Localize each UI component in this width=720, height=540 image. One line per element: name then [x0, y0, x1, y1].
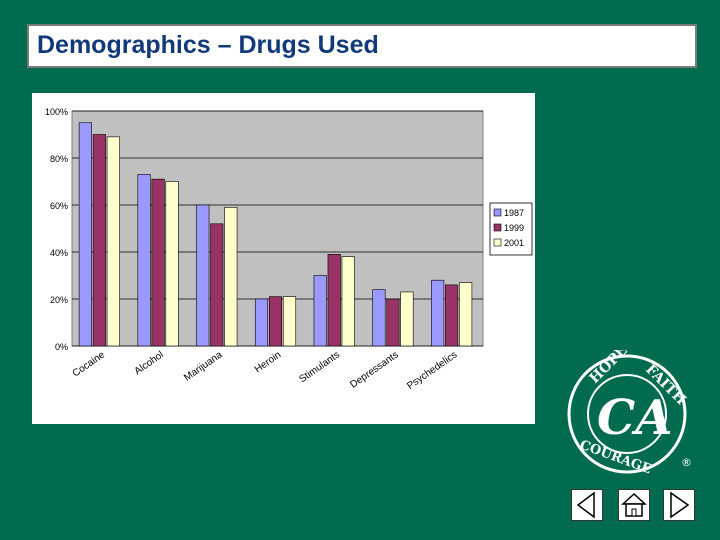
bar: [431, 279, 445, 347]
legend-swatch: [493, 238, 502, 247]
y-tick-label: 100%: [45, 107, 68, 117]
back-button[interactable]: [571, 489, 603, 521]
forward-button[interactable]: [663, 489, 695, 521]
slide-title: Demographics – Drugs Used: [37, 31, 379, 59]
hope-faith-courage-logo: HOPE FAITH COURAGE CA ®: [567, 350, 692, 477]
x-tick-label: Alcohol: [133, 349, 166, 377]
y-tick-label: 20%: [50, 295, 68, 305]
logo-text-hope: HOPE: [587, 350, 631, 387]
bar: [106, 136, 120, 347]
legend-label: 1999: [504, 223, 524, 233]
bar: [459, 282, 473, 347]
bar: [386, 298, 400, 347]
x-tick-label: Stimulants: [297, 349, 342, 385]
y-tick-label: 60%: [50, 201, 68, 211]
bar: [210, 223, 224, 347]
bar: [445, 284, 459, 347]
bar: [78, 122, 92, 347]
bar: [254, 298, 269, 347]
legend-label: 2001: [504, 238, 524, 248]
bar: [224, 207, 238, 347]
x-tick-label: Marijuana: [182, 349, 225, 383]
legend-swatch: [493, 208, 502, 217]
bar: [92, 134, 106, 347]
bar: [137, 174, 151, 347]
logo-outer-ring: [567, 354, 687, 474]
bar: [165, 181, 179, 347]
y-tick-label: 80%: [50, 154, 68, 164]
logo-inner-ring: [587, 374, 667, 454]
home-button[interactable]: [618, 489, 650, 521]
registered-mark: ®: [681, 456, 692, 469]
chart-panel: 0% 20% 40% 60% 80% 100% Cocaine Alcohol Marijuan…: [32, 93, 535, 424]
logo-monogram: CA: [597, 390, 672, 446]
x-tick-label: Heroin: [253, 349, 283, 375]
x-tick-label: Psychedelics: [405, 349, 459, 391]
bar: [313, 275, 327, 347]
bar: [400, 291, 414, 347]
y-tick-label: 40%: [50, 248, 68, 258]
x-tick-label: Depressants: [348, 349, 400, 390]
title-bar: Demographics – Drugs Used: [27, 24, 697, 68]
bar: [196, 204, 210, 347]
y-tick-label: 0%: [55, 342, 68, 352]
bar: [327, 254, 341, 347]
forward-icon: [670, 491, 690, 519]
home-icon: [621, 492, 647, 517]
bar-chart: 0% 20% 40% 60% 80% 100% Cocaine Alcohol Marijuan…: [45, 107, 533, 392]
bar: [341, 256, 355, 347]
legend: [489, 202, 533, 256]
back-icon: [576, 491, 595, 519]
bar: [372, 289, 386, 347]
bar: [268, 296, 283, 347]
bar: [151, 178, 165, 347]
legend-swatch: [493, 223, 502, 232]
bar: [282, 296, 297, 347]
legend-label: 1987: [504, 208, 524, 218]
x-tick-label: Cocaine: [71, 349, 108, 379]
